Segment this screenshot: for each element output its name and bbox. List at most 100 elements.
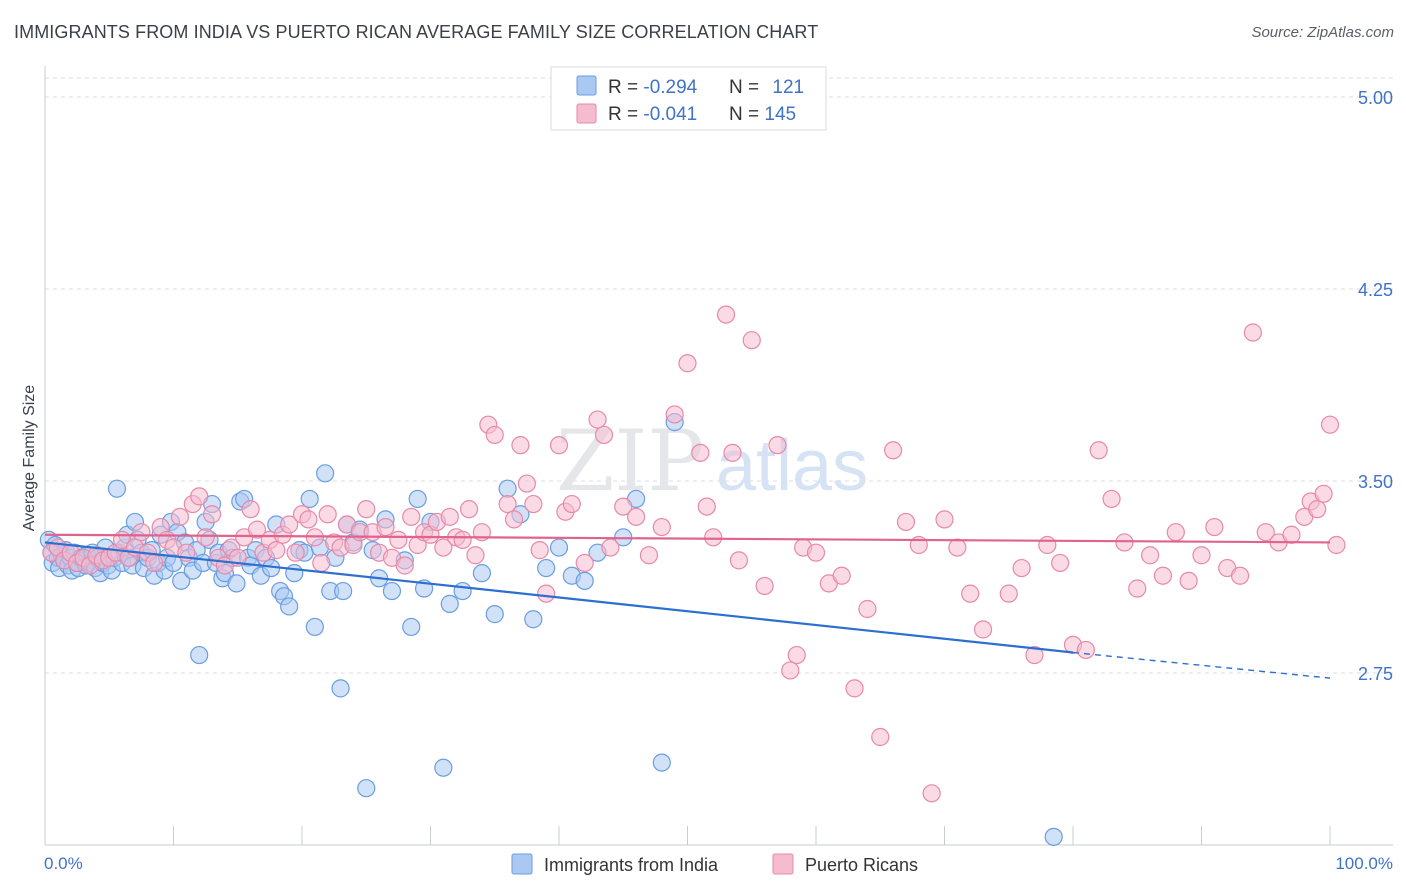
trend-line-dashed <box>1072 651 1331 679</box>
legend-n-label-0: N = <box>729 77 764 98</box>
y-tick-label: 2.75 <box>1358 664 1393 684</box>
india-point <box>107 479 127 498</box>
series-legend-label-0: Immigrants from India <box>544 855 719 875</box>
india-point <box>524 610 543 629</box>
puerto-rican-point <box>537 584 556 603</box>
y-tick-labels: 5.00 4.25 3.50 2.75 <box>1358 88 1393 684</box>
puerto-rican-point <box>594 425 614 445</box>
y-tick-label: 5.00 <box>1358 88 1393 108</box>
india-point <box>537 558 556 578</box>
legend-swatch-pink <box>576 103 597 124</box>
puerto-rican-point <box>299 510 318 529</box>
puerto-rican-point <box>453 530 472 549</box>
x-tick-label-max: 100.0% <box>1335 854 1393 873</box>
puerto-rican-point <box>999 584 1018 603</box>
puerto-rican-point <box>883 441 903 460</box>
puerto-rican-point <box>768 436 787 455</box>
india-point <box>485 605 504 624</box>
puerto-rican-point <box>466 546 485 565</box>
stats-legend-box <box>550 66 827 131</box>
puerto-rican-point <box>376 517 395 537</box>
puerto-rican-point <box>267 541 286 560</box>
india-point <box>334 581 353 601</box>
puerto-rican-point <box>601 538 620 557</box>
puerto-rican-point <box>935 510 954 529</box>
puerto-rican-point <box>742 331 761 350</box>
series-immigrants-from-india <box>39 413 1063 846</box>
legend-n-value-1: 145 <box>764 104 796 125</box>
legend-n-label-1: N = <box>729 104 764 125</box>
puerto-rican-point <box>389 530 408 549</box>
india-point <box>190 645 209 665</box>
india-point <box>357 779 376 798</box>
puerto-rican-point <box>286 543 305 562</box>
puerto-rican-point <box>1314 484 1333 503</box>
india-point <box>285 564 304 583</box>
puerto-rican-point <box>678 354 697 373</box>
puerto-rican-point <box>755 576 774 596</box>
y-tick-label: 4.25 <box>1358 280 1393 300</box>
svg-text:N = 121: N = 121 <box>729 77 804 98</box>
puerto-rican-point <box>1282 525 1301 544</box>
puerto-rican-point <box>922 784 941 803</box>
puerto-rican-point <box>871 727 890 747</box>
puerto-rican-point <box>1038 535 1057 555</box>
puerto-rican-point <box>588 410 607 429</box>
puerto-rican-point <box>132 523 151 542</box>
trend-lines <box>44 533 1331 679</box>
puerto-rican-point <box>1308 500 1327 519</box>
source-label: Source: ZipAtlas.com <box>1251 24 1394 41</box>
puerto-rican-point <box>896 512 916 532</box>
puerto-rican-point <box>1205 517 1224 537</box>
puerto-rican-point <box>170 507 190 526</box>
puerto-rican-point <box>511 436 530 455</box>
india-point <box>300 489 319 509</box>
legend-r-label-0: R = <box>608 77 643 98</box>
india-point <box>472 564 491 583</box>
trend-line-solid <box>44 533 1331 544</box>
puerto-rican-point <box>575 553 594 573</box>
india-point <box>434 758 453 777</box>
puerto-rican-point <box>190 487 209 506</box>
puerto-rican-point <box>1076 640 1095 660</box>
series-legend-swatch-0 <box>511 853 533 875</box>
puerto-rican-point <box>704 528 723 547</box>
watermark-atlas: atlas <box>716 426 868 506</box>
puerto-rican-point <box>549 436 569 455</box>
chart-title: IMMIGRANTS FROM INDIA VS PUERTO RICAN AV… <box>14 22 819 42</box>
puerto-rican-point <box>247 520 267 539</box>
puerto-rican-point <box>973 620 993 639</box>
puerto-rican-point <box>1256 523 1275 542</box>
legend-swatch-blue <box>576 75 597 96</box>
puerto-rican-point <box>723 443 742 462</box>
y-axis-label: Average Family Size <box>21 385 38 532</box>
puerto-rican-point <box>1230 566 1250 585</box>
svg-text:R = -0.041: R = -0.041 <box>608 104 697 125</box>
india-point <box>280 597 299 616</box>
puerto-rican-point <box>665 405 684 424</box>
india-point <box>408 489 427 509</box>
series-legend: Immigrants from India Puerto Ricans <box>511 853 918 875</box>
puerto-rican-point <box>961 584 980 603</box>
puerto-rican-point <box>781 661 800 680</box>
india-point <box>1044 827 1063 846</box>
puerto-rican-point <box>806 543 826 562</box>
india-point <box>172 571 191 590</box>
puerto-rican-point <box>1025 645 1044 665</box>
india-point <box>305 617 324 637</box>
puerto-rican-point <box>241 500 260 519</box>
puerto-rican-point <box>504 510 524 529</box>
puerto-rican-point <box>691 443 710 462</box>
puerto-rican-point <box>562 494 581 514</box>
india-point <box>382 581 402 601</box>
puerto-rican-point <box>787 645 806 665</box>
x-tick-label-min: 0.0% <box>44 854 83 873</box>
series-legend-label-1: Puerto Ricans <box>805 855 918 875</box>
axes <box>44 66 1393 846</box>
puerto-rican-point <box>639 546 659 565</box>
india-point <box>549 538 569 557</box>
india-point <box>498 479 517 498</box>
india-point <box>316 464 335 483</box>
puerto-rican-point <box>318 505 337 524</box>
puerto-rican-point <box>524 494 543 514</box>
